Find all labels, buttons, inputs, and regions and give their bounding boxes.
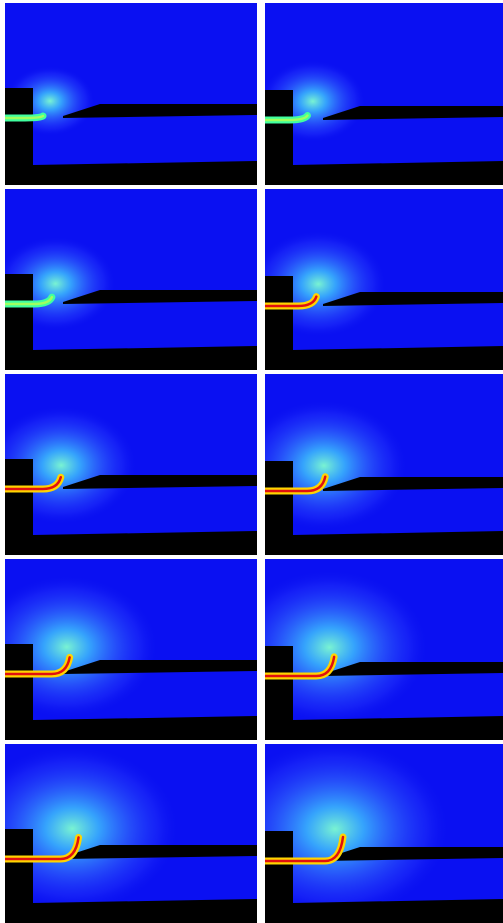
bottom-wall xyxy=(293,346,503,370)
simulation-panel xyxy=(265,559,503,740)
wall xyxy=(5,88,33,185)
wall xyxy=(265,90,293,185)
simulation-panel xyxy=(5,189,257,370)
simulation-panel xyxy=(265,374,503,555)
wall xyxy=(5,274,33,370)
bottom-wall xyxy=(293,161,503,185)
bottom-wall xyxy=(293,531,503,555)
wall xyxy=(265,276,293,370)
simulation-panel xyxy=(5,744,257,923)
wall xyxy=(5,829,33,923)
bottom-wall xyxy=(293,716,503,740)
simulation-panel xyxy=(265,744,503,923)
wall xyxy=(5,459,33,555)
bottom-wall xyxy=(33,716,257,740)
bottom-wall xyxy=(33,161,257,185)
bottom-wall xyxy=(33,531,257,555)
simulation-panel xyxy=(5,374,257,555)
bottom-wall xyxy=(33,899,257,923)
wall xyxy=(265,646,293,740)
bottom-wall xyxy=(293,899,503,923)
simulation-panel xyxy=(265,3,503,185)
panel-grid xyxy=(0,0,503,923)
wall xyxy=(265,831,293,923)
simulation-panel xyxy=(265,189,503,370)
simulation-panel xyxy=(5,559,257,740)
bottom-wall xyxy=(33,346,257,370)
wall xyxy=(265,461,293,555)
wall xyxy=(5,644,33,740)
simulation-panel xyxy=(5,3,257,185)
